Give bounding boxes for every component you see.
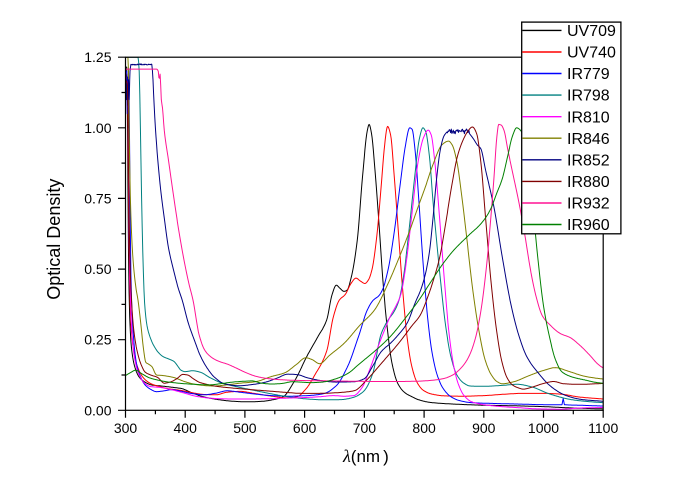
- svg-text:IR852: IR852: [567, 152, 610, 169]
- svg-text:Optical Density: Optical Density: [44, 179, 64, 300]
- svg-text:600: 600: [293, 420, 317, 436]
- svg-text:0.75: 0.75: [84, 190, 111, 206]
- svg-text:1.25: 1.25: [84, 49, 111, 65]
- svg-text:UV740: UV740: [567, 45, 616, 62]
- svg-text:800: 800: [412, 420, 436, 436]
- svg-text:900: 900: [472, 420, 496, 436]
- svg-text:UV709: UV709: [567, 23, 616, 40]
- svg-text:IR846: IR846: [567, 131, 610, 148]
- svg-text:IR932: IR932: [567, 196, 610, 213]
- svg-text:IR798: IR798: [567, 88, 610, 105]
- svg-text:IR960: IR960: [567, 217, 610, 234]
- svg-text:IR779: IR779: [567, 66, 610, 83]
- svg-text:400: 400: [174, 420, 198, 436]
- svg-text:0.25: 0.25: [84, 332, 111, 348]
- svg-text:0.50: 0.50: [84, 261, 111, 277]
- svg-text:300: 300: [114, 420, 138, 436]
- svg-text:IR810: IR810: [567, 109, 610, 126]
- svg-text:0.00: 0.00: [84, 402, 111, 418]
- svg-text:1.00: 1.00: [84, 120, 111, 136]
- svg-text:IR880: IR880: [567, 174, 610, 191]
- svg-text:700: 700: [353, 420, 377, 436]
- svg-text:1100: 1100: [588, 420, 618, 436]
- svg-text:1000: 1000: [528, 420, 559, 436]
- svg-text:500: 500: [233, 420, 257, 436]
- svg-text:λ(nm): λ(nm): [342, 446, 389, 466]
